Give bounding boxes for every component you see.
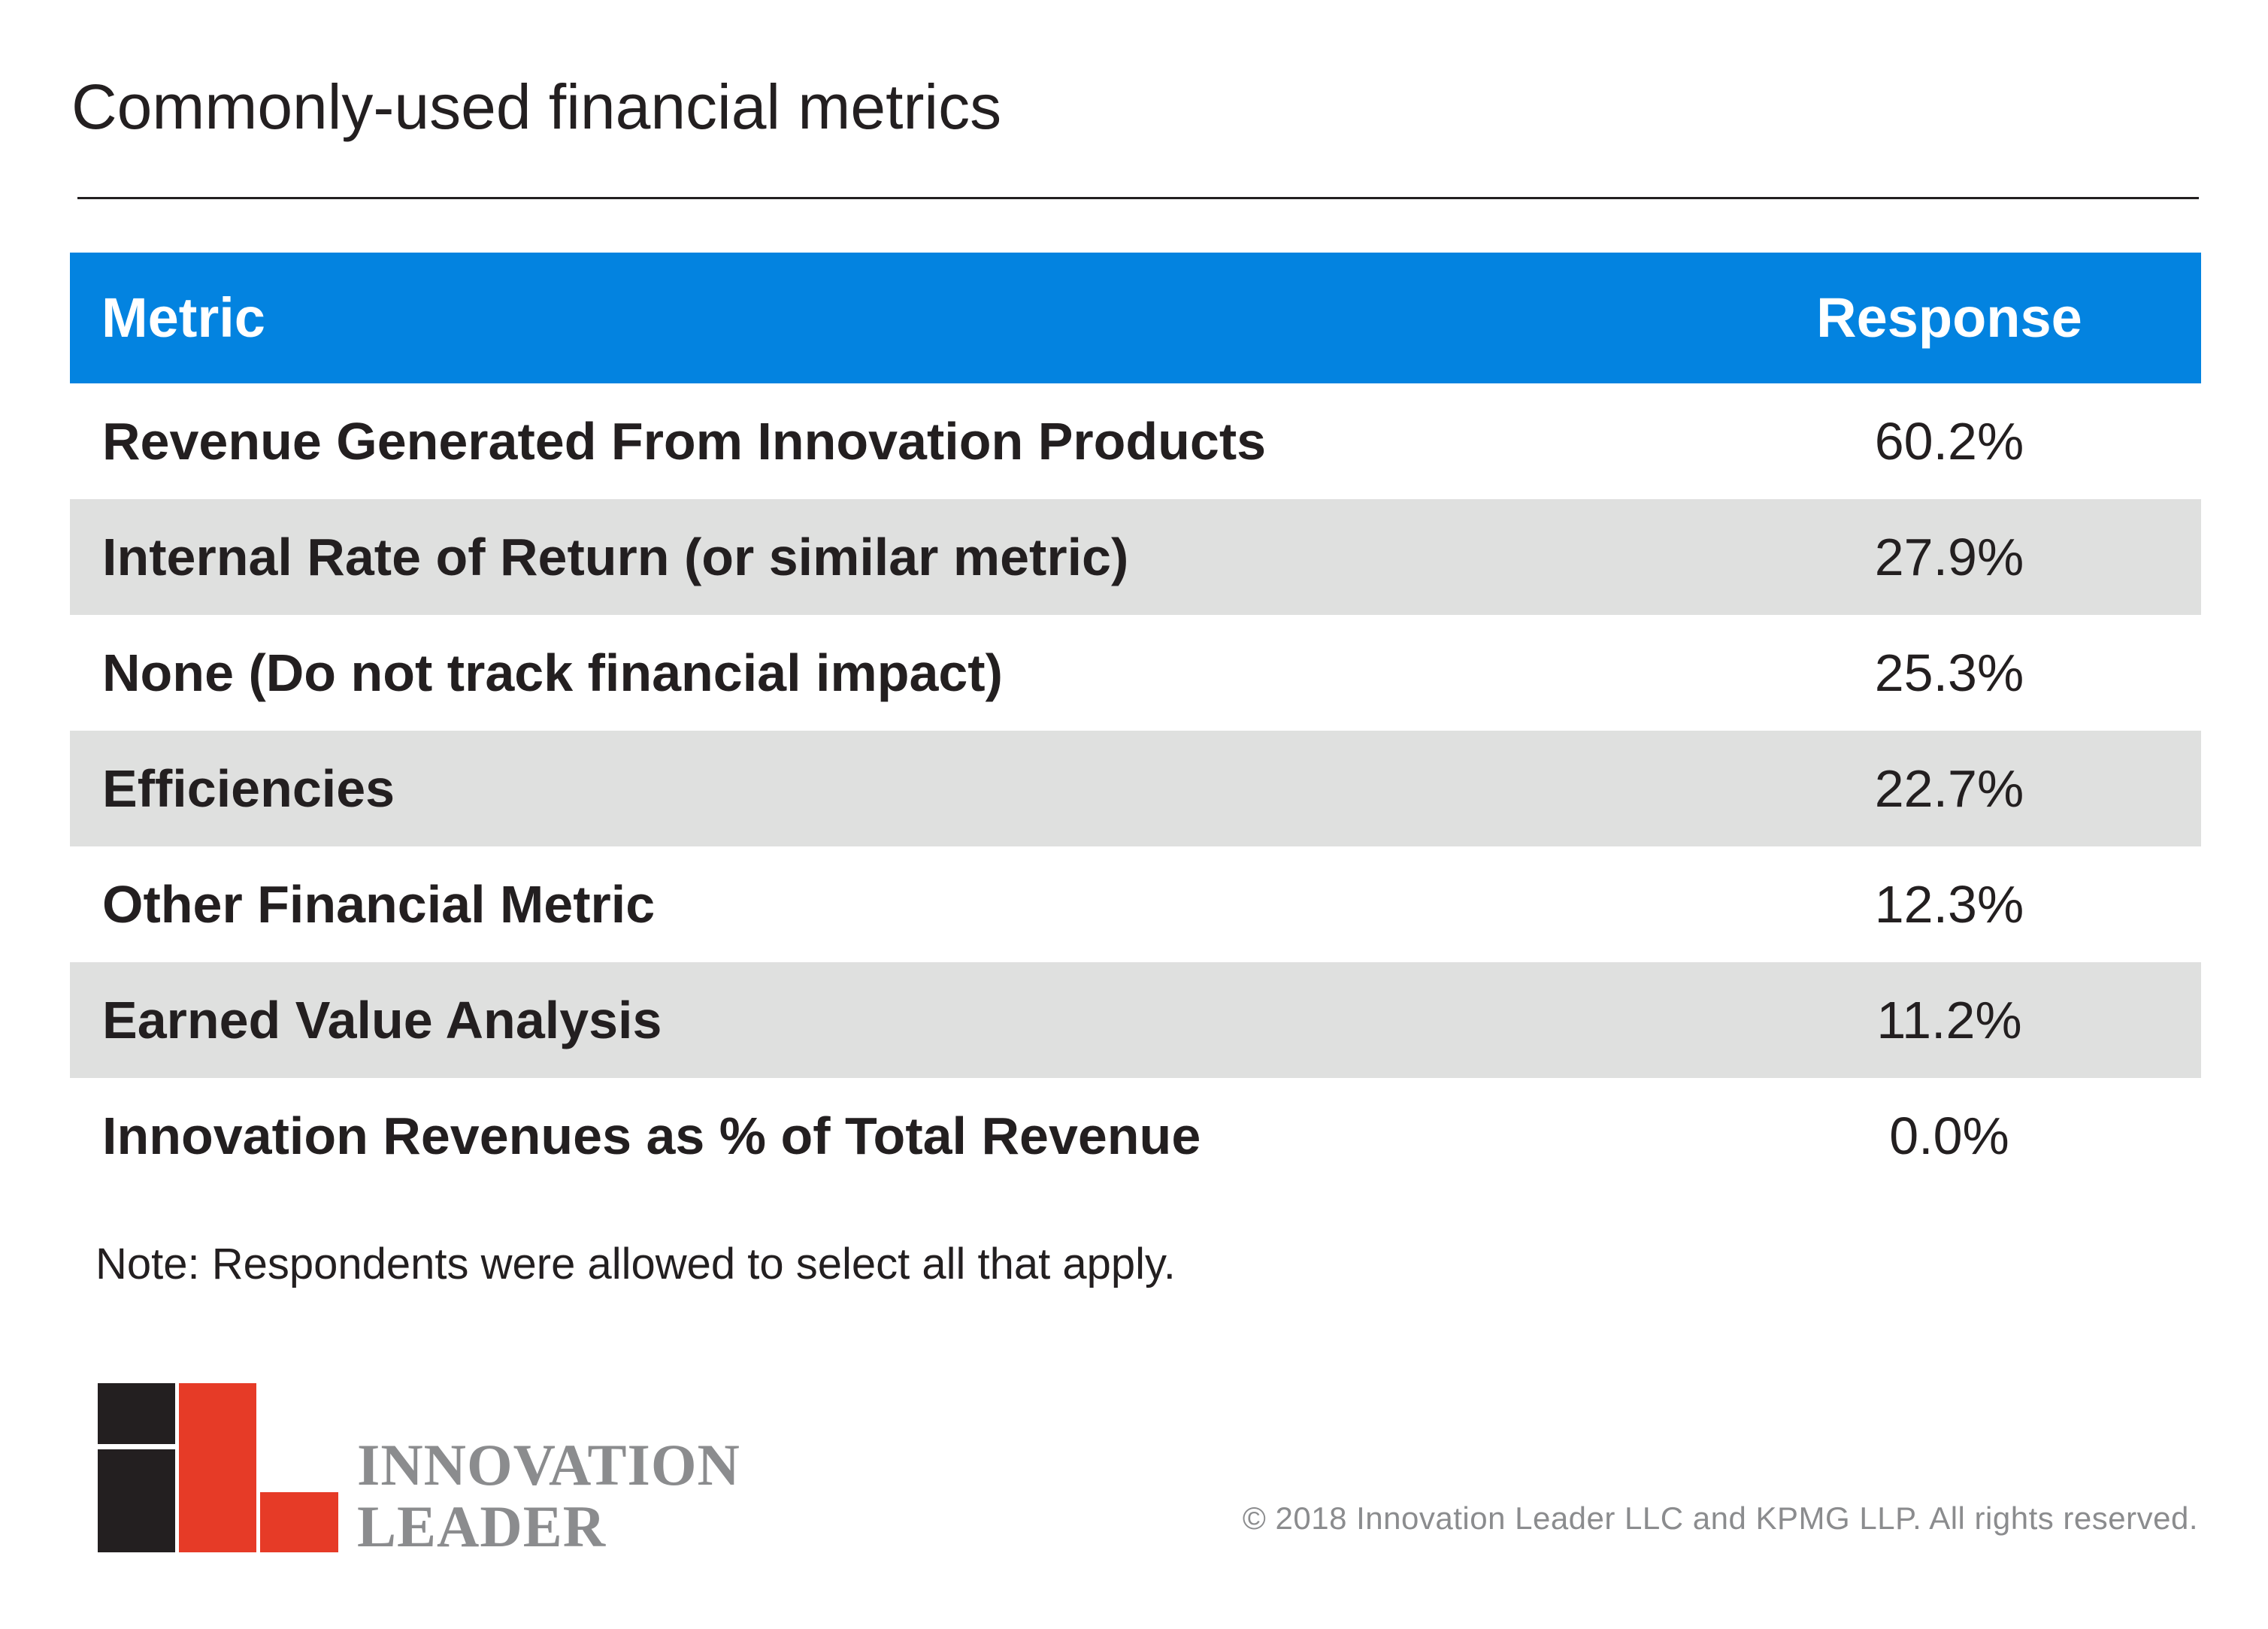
table-row: Internal Rate of Return (or similar metr… [70,499,2201,615]
table-row: None (Do not track financial impact) 25.3… [70,615,2201,731]
page-title: Commonly-used financial metrics [71,71,1002,142]
row-metric-label: Other Financial Metric [102,875,656,934]
copyright-notice: © 2018 Innovation Leader LLC and KPMG LL… [1242,1500,2198,1536]
table-row: Innovation Revenues as % of Total Revenu… [70,1078,2201,1194]
logo-wordmark-line1: INNOVATION [357,1432,740,1497]
table-row: Revenue Generated From Innovation Produc… [70,383,2201,499]
row-response-value: 60.2% [1874,412,2024,471]
row-metric-label: None (Do not track financial impact) [102,643,1003,702]
metrics-table: Metric Response Revenue Generated From I… [70,253,2201,1194]
row-response-value: 22.7% [1874,759,2024,818]
logo-block-small-red [260,1492,338,1552]
table-row: Earned Value Analysis 11.2% [70,962,2201,1078]
innovation-leader-logo: INNOVATION LEADER [98,1383,774,1558]
logo-block-bottom-left [98,1449,175,1552]
row-metric-label: Earned Value Analysis [102,991,662,1049]
table-row: Efficiencies 22.7% [70,731,2201,846]
header-response: Response [1816,286,2082,349]
logo-wordmark-line2: LEADER [357,1494,607,1559]
row-metric-label: Efficiencies [102,759,395,818]
logo-mark-icon [98,1383,338,1552]
row-metric-label: Revenue Generated From Innovation Produc… [102,412,1267,471]
header-metric: Metric [101,286,265,349]
row-metric-label: Innovation Revenues as % of Total Revenu… [102,1107,1201,1165]
table-body: Revenue Generated From Innovation Produc… [70,383,2201,1194]
footnote: Note: Respondents were allowed to select… [95,1240,1176,1288]
row-response-value: 0.0% [1889,1107,2009,1165]
logo-block-tall-red [179,1383,256,1552]
title-divider [77,197,2199,199]
table-header-row: Metric Response [70,253,2201,383]
row-metric-label: Internal Rate of Return (or similar metr… [102,528,1129,586]
logo-block-top-left [98,1383,175,1444]
table-row: Other Financial Metric 12.3% [70,846,2201,962]
logo-wordmark: INNOVATION LEADER [357,1434,740,1558]
row-response-value: 25.3% [1874,643,2024,702]
row-response-value: 12.3% [1874,875,2024,934]
row-response-value: 27.9% [1874,528,2024,586]
row-response-value: 11.2% [1876,991,2022,1049]
